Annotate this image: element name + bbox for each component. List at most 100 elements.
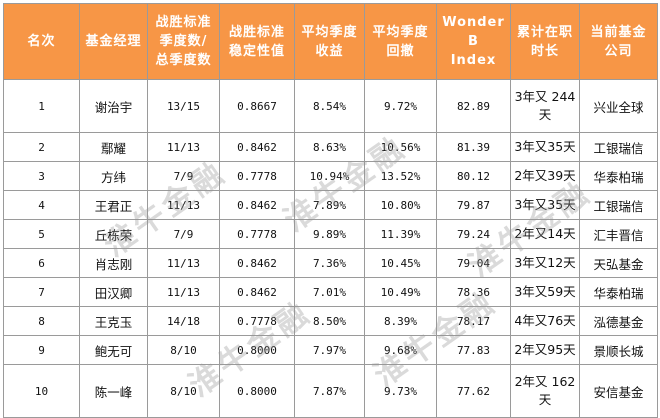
tenure-cell-line: 2年又95天 (514, 342, 576, 357)
tenure-cell: 2年又39天 (510, 161, 580, 191)
table-row: 7 田汉卿 11/13 0.8462 7.01% 10.49% 78.36 3年又59天 华泰柏… (3, 277, 658, 307)
manager-cell: 肖志刚 (79, 248, 148, 278)
drawdown-cell: 13.52% (364, 161, 437, 191)
company-cell: 华泰柏瑞 (579, 161, 658, 191)
tenure-cell-line: 3年又35天 (514, 197, 576, 212)
rank-cell: 2 (3, 132, 80, 162)
drawdown-cell: 9.68% (364, 335, 437, 365)
column-header-line: 平均季度 (301, 24, 358, 40)
tenure-cell-line: 3年又35天 (514, 139, 576, 154)
tenure-cell-line: 2年又 162 (514, 374, 576, 389)
rank-cell: 7 (3, 277, 80, 307)
tenure-cell: 3年又35天 (510, 190, 580, 220)
table-row: 6 肖志刚 11/13 0.8462 7.36% 10.45% 79.04 3年又12天 天弘基… (3, 248, 658, 278)
stability-cell: 0.7778 (219, 306, 295, 336)
company-cell: 景顺长城 (579, 335, 658, 365)
return-cell: 7.01% (294, 277, 365, 307)
column-header-line: 累计在职 (516, 24, 573, 40)
manager-cell: 王君正 (79, 190, 148, 220)
index-cell: 79.04 (436, 248, 511, 278)
tenure-cell-line: 3年又12天 (514, 255, 576, 270)
stability-cell: 0.8000 (219, 364, 295, 418)
table-row: 1 谢治宇 13/15 0.8667 8.54% 9.72% 82.89 3年又 244 天 兴业… (3, 79, 658, 133)
company-cell: 工银瑞信 (579, 132, 658, 162)
tenure-cell-line: 2年又14天 (514, 226, 576, 241)
wins-cell: 11/13 (147, 248, 220, 278)
column-header: 累计在职 时长 (510, 3, 580, 80)
table-row: 8 王克玉 14/18 0.7778 8.50% 8.39% 78.17 4年又76天 泓德基金 (3, 306, 658, 336)
company-cell: 华泰柏瑞 (579, 277, 658, 307)
index-cell: 79.24 (436, 219, 511, 249)
tenure-cell-line: 天 (538, 107, 552, 122)
stability-cell: 0.7778 (219, 219, 295, 249)
index-cell: 78.36 (436, 277, 511, 307)
column-header: Wonder B Index (436, 3, 511, 80)
index-cell: 80.12 (436, 161, 511, 191)
wins-cell: 11/13 (147, 277, 220, 307)
column-header: 战胜标准 季度数/总季度数 (147, 3, 220, 80)
drawdown-cell: 8.39% (364, 306, 437, 336)
column-header-line: 公司 (604, 43, 633, 59)
column-header: 平均季度 回撤 (364, 3, 437, 80)
return-cell: 10.94% (294, 161, 365, 191)
column-header-line: 平均季度 (372, 24, 429, 40)
tenure-cell: 3年又12天 (510, 248, 580, 278)
tenure-cell: 2年又 162 天 (510, 364, 580, 418)
rank-cell: 10 (3, 364, 80, 418)
manager-cell: 谢治宇 (79, 79, 148, 133)
column-header-line: 季度数/ (159, 34, 208, 49)
stability-cell: 0.8667 (219, 79, 295, 133)
return-cell: 8.54% (294, 79, 365, 133)
column-header-line: 回撤 (386, 43, 415, 59)
stability-cell: 0.8462 (219, 277, 295, 307)
column-header-line: 收益 (315, 43, 344, 59)
table-header-row: 名次 基金经理 战胜标准 季度数/总季度数 战胜标准 稳定性值 平均季度 收益 平均季度 回撤 Wo… (3, 3, 658, 80)
stability-cell: 0.8462 (219, 190, 295, 220)
fund-manager-ranking-table: 名次 基金经理 战胜标准 季度数/总季度数 战胜标准 稳定性值 平均季度 收益 平均季度 回撤 Wo… (3, 3, 658, 418)
index-cell: 77.83 (436, 335, 511, 365)
tenure-cell-line: 3年又 244 (514, 89, 576, 104)
company-cell: 兴业全球 (579, 79, 658, 133)
column-header-line: 战胜标准 (228, 24, 285, 40)
company-cell: 汇丰晋信 (579, 219, 658, 249)
wins-cell: 8/10 (147, 335, 220, 365)
manager-cell: 鲍无可 (79, 335, 148, 365)
wins-cell: 7/9 (147, 161, 220, 191)
column-header-line: 基金经理 (85, 34, 142, 49)
table-row: 5 丘栋荣 7/9 0.7778 9.89% 11.39% 79.24 2年又14天 汇丰晋信 (3, 219, 658, 249)
wins-cell: 11/13 (147, 132, 220, 162)
tenure-cell-line: 3年又59天 (514, 284, 576, 299)
index-cell: 77.62 (436, 364, 511, 418)
manager-cell: 方纬 (79, 161, 148, 191)
wins-cell: 8/10 (147, 364, 220, 418)
drawdown-cell: 10.56% (364, 132, 437, 162)
return-cell: 8.50% (294, 306, 365, 336)
index-cell: 78.17 (436, 306, 511, 336)
column-header: 当前基金 公司 (579, 3, 658, 80)
manager-cell: 丘栋荣 (79, 219, 148, 249)
rank-cell: 6 (3, 248, 80, 278)
stability-cell: 0.8462 (219, 132, 295, 162)
table-row: 10 陈一峰 8/10 0.8000 7.87% 9.73% 77.62 2年又 162 天 安信… (3, 364, 658, 418)
rank-cell: 8 (3, 306, 80, 336)
column-header-line: 时长 (530, 43, 559, 59)
stability-cell: 0.8462 (219, 248, 295, 278)
return-cell: 7.97% (294, 335, 365, 365)
rank-cell: 5 (3, 219, 80, 249)
drawdown-cell: 9.72% (364, 79, 437, 133)
stability-cell: 0.7778 (219, 161, 295, 191)
column-header-line: 战胜标准 (155, 15, 212, 30)
column-header-line: 稳定性值 (228, 43, 285, 59)
tenure-cell: 2年又95天 (510, 335, 580, 365)
tenure-cell: 3年又59天 (510, 277, 580, 307)
return-cell: 8.63% (294, 132, 365, 162)
table-row: 2 鄢耀 11/13 0.8462 8.63% 10.56% 81.39 3年又35天 工银瑞信 (3, 132, 658, 162)
table-body: 1 谢治宇 13/15 0.8667 8.54% 9.72% 82.89 3年又 244 天 兴业… (3, 79, 658, 418)
tenure-cell-line: 天 (538, 392, 552, 407)
drawdown-cell: 10.49% (364, 277, 437, 307)
rank-cell: 1 (3, 79, 80, 133)
drawdown-cell: 10.80% (364, 190, 437, 220)
wins-cell: 13/15 (147, 79, 220, 133)
rank-cell: 9 (3, 335, 80, 365)
column-header: 平均季度 收益 (294, 3, 365, 80)
